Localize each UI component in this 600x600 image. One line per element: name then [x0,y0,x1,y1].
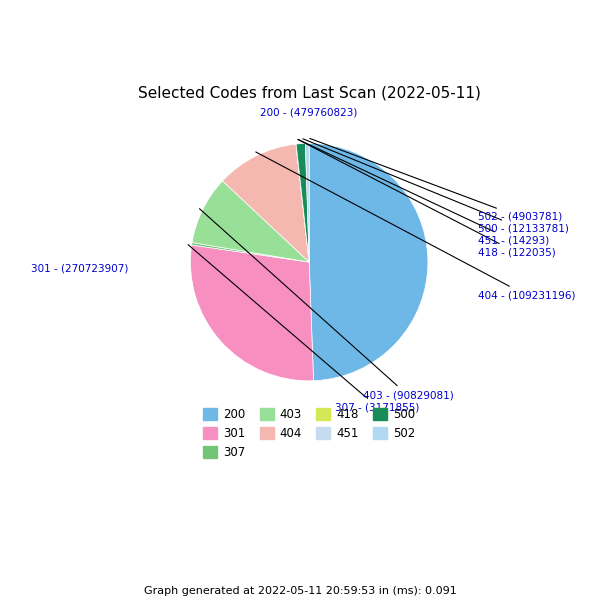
Text: 418 - (122035): 418 - (122035) [298,139,556,257]
Text: 451 - (14293): 451 - (14293) [298,139,549,246]
Wedge shape [309,143,428,381]
Wedge shape [191,242,309,262]
Text: 500 - (12133781): 500 - (12133781) [303,139,569,234]
Text: 502 - (4903781): 502 - (4903781) [310,139,562,222]
Text: 200 - (479760823): 200 - (479760823) [260,107,358,117]
Wedge shape [223,144,309,262]
Legend: 200, 301, 307, 403, 404, 418, 451, 500, 502: 200, 301, 307, 403, 404, 418, 451, 500, … [199,404,420,464]
Text: 301 - (270723907): 301 - (270723907) [31,263,129,273]
Text: 404 - (109231196): 404 - (109231196) [256,152,575,301]
Text: 403 - (90829081): 403 - (90829081) [199,209,454,400]
Text: Graph generated at 2022-05-11 20:59:53 in (ms): 0.091: Graph generated at 2022-05-11 20:59:53 i… [143,586,457,596]
Wedge shape [296,144,309,262]
Wedge shape [190,245,314,381]
Wedge shape [296,144,309,262]
Wedge shape [192,181,309,262]
Title: Selected Codes from Last Scan (2022-05-11): Selected Codes from Last Scan (2022-05-1… [138,85,481,100]
Text: 307 - (3171855): 307 - (3171855) [188,245,419,412]
Wedge shape [296,143,309,262]
Wedge shape [305,143,309,262]
